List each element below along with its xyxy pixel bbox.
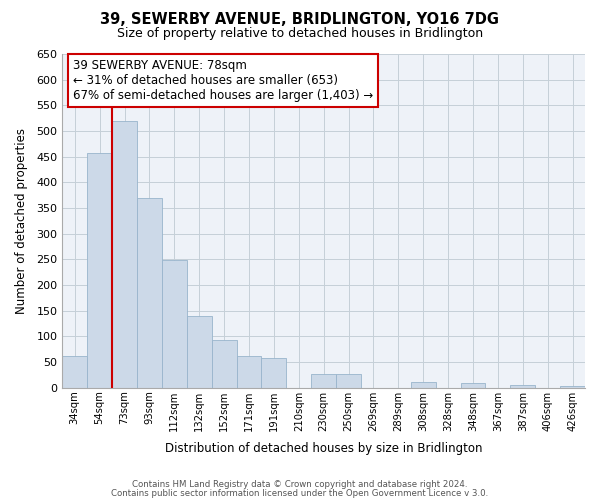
Bar <box>162 260 187 388</box>
Bar <box>112 120 137 388</box>
Bar <box>262 358 286 388</box>
Text: 39 SEWERBY AVENUE: 78sqm
← 31% of detached houses are smaller (653)
67% of semi-: 39 SEWERBY AVENUE: 78sqm ← 31% of detach… <box>73 59 373 102</box>
Bar <box>187 316 212 388</box>
Y-axis label: Number of detached properties: Number of detached properties <box>15 128 28 314</box>
Bar <box>411 382 436 388</box>
Bar <box>461 382 485 388</box>
Text: Contains public sector information licensed under the Open Government Licence v : Contains public sector information licen… <box>112 489 488 498</box>
Text: Contains HM Land Registry data © Crown copyright and database right 2024.: Contains HM Land Registry data © Crown c… <box>132 480 468 489</box>
Bar <box>137 198 162 388</box>
Text: 39, SEWERBY AVENUE, BRIDLINGTON, YO16 7DG: 39, SEWERBY AVENUE, BRIDLINGTON, YO16 7D… <box>101 12 499 28</box>
Bar <box>511 385 535 388</box>
Bar <box>236 356 262 388</box>
X-axis label: Distribution of detached houses by size in Bridlington: Distribution of detached houses by size … <box>165 442 482 455</box>
Bar <box>311 374 336 388</box>
Bar <box>212 340 236 388</box>
Text: Size of property relative to detached houses in Bridlington: Size of property relative to detached ho… <box>117 28 483 40</box>
Bar <box>560 386 585 388</box>
Bar <box>87 153 112 388</box>
Bar <box>62 356 87 388</box>
Bar <box>336 374 361 388</box>
